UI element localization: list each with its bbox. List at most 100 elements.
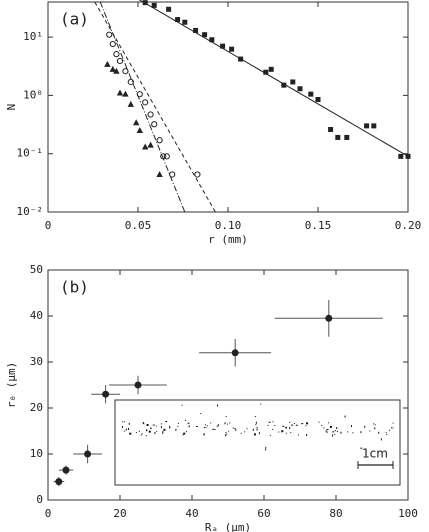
fit-line <box>138 0 409 157</box>
inset-speck <box>210 422 212 424</box>
inset-speck <box>195 425 198 427</box>
inset-speck <box>258 432 260 435</box>
inset-speck <box>285 432 287 434</box>
inset-speck <box>225 434 227 437</box>
inset-speck <box>226 423 228 425</box>
inset-speck <box>124 430 126 432</box>
inset-speck <box>203 433 205 435</box>
inset-speck <box>169 426 171 429</box>
inset-speck <box>203 433 205 436</box>
inset-speck <box>205 427 207 429</box>
square-point <box>398 153 404 159</box>
triangle-point <box>109 65 116 72</box>
fit-line <box>99 1 186 213</box>
x-tick-label: 60 <box>257 507 270 520</box>
inset-speck <box>141 433 143 435</box>
inset-speck <box>177 425 179 427</box>
inset-speck <box>327 422 329 424</box>
square-point <box>151 2 157 8</box>
inset-speck <box>325 430 328 432</box>
inset-speck <box>272 428 274 430</box>
circle-point <box>109 40 116 48</box>
square-point <box>202 32 208 38</box>
y-tick-label: 10 <box>30 447 43 460</box>
inset-speck <box>181 404 183 406</box>
y-tick-label: 30 <box>30 355 43 368</box>
inset-speck <box>187 422 190 424</box>
square-point <box>268 66 274 72</box>
inset-speck <box>290 432 292 434</box>
square-point <box>344 134 350 140</box>
inset-speck <box>142 421 144 424</box>
y-tick-label: 10⁻¹ <box>17 147 44 160</box>
inset-speck <box>186 431 188 433</box>
inset-speck <box>360 431 362 434</box>
inset-speck <box>269 434 271 436</box>
inset-speck <box>318 421 320 423</box>
inset-speck <box>234 427 236 429</box>
inset-speck <box>392 427 394 429</box>
panel-label: (a) <box>60 10 89 29</box>
inset-speck <box>235 428 237 431</box>
inset-speck <box>389 429 391 431</box>
inset-speck <box>265 448 267 451</box>
plot-frame <box>47 1 409 213</box>
inset-speck <box>253 433 256 436</box>
inset-speck <box>350 425 352 428</box>
inset-speck <box>293 423 295 425</box>
inset-speck <box>177 422 179 424</box>
y-tick-label: 10⁰ <box>23 88 43 101</box>
inset-speck <box>297 434 299 436</box>
triangle-point <box>133 119 140 126</box>
triangle-point <box>122 90 129 97</box>
dot-point <box>84 450 92 458</box>
triangle-point <box>127 100 134 107</box>
inset-speck <box>347 431 349 433</box>
x-axis-label: r (mm) <box>208 233 248 246</box>
triangle-point <box>113 67 120 74</box>
square-point <box>220 43 226 49</box>
inset-speck <box>344 415 346 418</box>
inset-speck <box>392 422 394 424</box>
scale-label: 1cm <box>362 447 388 461</box>
x-tick-label: 100 <box>398 507 418 520</box>
inset-speck <box>229 422 231 424</box>
square-point <box>281 82 287 88</box>
square-point <box>175 17 181 23</box>
triangle-point <box>142 143 149 150</box>
inset-speck <box>326 431 328 433</box>
y-axis-label: N <box>5 104 18 111</box>
inset-speck <box>145 435 147 437</box>
inset-speck <box>246 428 248 430</box>
square-point <box>193 27 199 33</box>
inset-speck <box>122 421 124 423</box>
inset-speck <box>160 423 162 425</box>
circle-point <box>116 57 124 65</box>
inset-speck <box>140 434 142 436</box>
x-tick-label: 80 <box>329 507 342 520</box>
inset-speck <box>332 431 335 433</box>
square-point <box>209 37 215 43</box>
y-tick-label: 20 <box>30 401 43 414</box>
inset-speck <box>386 433 388 435</box>
x-tick-label: 0.10 <box>215 219 242 232</box>
inset-speck <box>306 434 308 437</box>
inset-speck <box>256 426 258 428</box>
inset-speck <box>391 427 393 429</box>
inset-speck <box>225 432 227 434</box>
inset-speck <box>121 426 123 429</box>
inset-speck <box>374 424 376 426</box>
inset-speck <box>332 434 334 437</box>
inset-speck <box>340 431 342 434</box>
y-tick-label: 10⁻² <box>17 205 44 218</box>
square-point <box>371 123 377 129</box>
inset-speck <box>212 428 215 430</box>
circle-point <box>106 31 113 38</box>
triangle-point <box>116 89 124 96</box>
inset-speck <box>385 432 387 434</box>
inset-speck <box>323 427 325 429</box>
inset-speck <box>289 427 291 430</box>
inset-speck <box>214 429 216 431</box>
